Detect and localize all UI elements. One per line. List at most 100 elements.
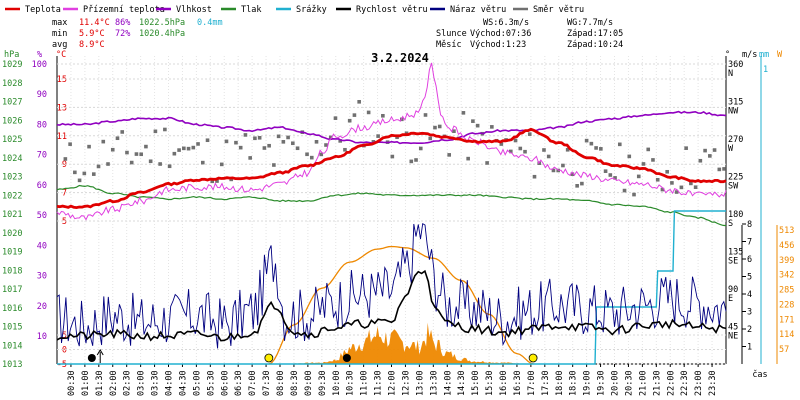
wind-direction-point (167, 164, 172, 169)
x-tick-label: 02:30 (123, 370, 133, 396)
x-tick-label: 19:30 (597, 370, 607, 396)
wind-direction-point (461, 111, 466, 115)
wind-direction-point (490, 125, 494, 129)
wind-direction-point (63, 157, 68, 161)
legend: Teplota Přízemní teplota Vlhkost Tlak Srážky… (5, 5, 584, 15)
x-axis-label: čas (752, 369, 767, 380)
direction-cardinal: SE (728, 257, 738, 267)
wind-gust-text: WG:7.7m/s (567, 18, 613, 28)
wind-direction-point (542, 148, 546, 152)
wind-direction-point (722, 167, 726, 171)
x-tick-label: 16:30 (513, 370, 523, 396)
wind-direction-point (347, 118, 352, 123)
x-tick-label: 20:30 (624, 370, 634, 396)
wind-direction-point (91, 172, 96, 176)
pressure-tick: 1013 (2, 360, 22, 370)
legend-label: Teplota (25, 5, 61, 15)
direction-tick: 90 (728, 285, 738, 295)
solar-tick: 171 (779, 315, 794, 325)
x-tick-label: 03:30 (151, 370, 161, 396)
stat-min-temp: 5.9°C (79, 29, 105, 39)
wind-direction-point (219, 162, 224, 167)
wind-direction-point (684, 146, 688, 150)
wind-direction-point (82, 171, 87, 176)
pressure-tick: 1017 (2, 285, 22, 295)
wind-direction-point (77, 178, 82, 183)
wind-direction-point (655, 177, 660, 182)
wind-direction-point (565, 147, 570, 152)
legend-label: Náraz větru (450, 5, 506, 15)
stat-max-temp: 11.4°C (79, 18, 110, 28)
x-tick-label: 02:00 (109, 370, 119, 396)
x-tick-label: 05:00 (192, 370, 202, 396)
wind-direction-point (717, 167, 722, 172)
moon-marker (342, 354, 351, 362)
wind-direction-point (452, 129, 456, 134)
wind-direction-point (390, 154, 395, 159)
wind-direction-point (646, 147, 651, 152)
x-tick-label: 09:30 (318, 370, 328, 396)
pressure-tick: 1023 (2, 173, 22, 183)
stat-max-label: max (52, 18, 67, 28)
sun-marker (264, 353, 274, 363)
wind-direction-point (471, 119, 475, 123)
wind-direction-point (163, 127, 167, 132)
legend-label: Směr větru (533, 5, 584, 15)
x-tick-label: 14:00 (443, 370, 453, 396)
wind-tick: 7 (747, 238, 752, 248)
wind-direction-point (309, 155, 314, 160)
wind-direction-point (148, 159, 153, 164)
wind-direction-point (608, 173, 613, 177)
wind-direction-point (224, 139, 229, 144)
sun-marker (528, 353, 538, 363)
x-tick-label: 20:00 (611, 370, 621, 396)
x-tick-label: 21:30 (652, 370, 662, 396)
x-tick-label: 12:30 (401, 370, 411, 396)
series-ground-temperature (56, 62, 727, 221)
wind-direction-point (238, 145, 243, 150)
stat-min-hum: 72% (115, 29, 130, 39)
wind-direction-point (632, 192, 636, 197)
wind-direction-point (670, 181, 674, 185)
x-tick-label: 15:30 (485, 370, 495, 396)
wind-direction-point (234, 140, 238, 145)
rain-unit: mm (759, 50, 769, 60)
wind-direction-point (447, 153, 452, 157)
wind-direction-point (570, 172, 575, 176)
wind-direction-point (395, 135, 399, 140)
temperature-low-tick: -5 (57, 360, 67, 370)
x-tick-label: 09:00 (304, 370, 314, 396)
wind-direction-point (106, 162, 110, 166)
wind-direction-point (674, 190, 679, 194)
direction-tick: 135 (728, 248, 743, 258)
humidity-tick: 60 (37, 181, 47, 191)
stat-min-label: min (52, 29, 67, 39)
pressure-tick: 1018 (2, 266, 22, 276)
wind-tick: 3 (747, 308, 752, 318)
wind-direction-point (693, 185, 698, 190)
x-tick-label: 06:00 (220, 370, 230, 396)
series-wind-gust (56, 222, 727, 349)
wind-direction-point (68, 142, 72, 146)
direction-cardinal: N (728, 69, 733, 79)
x-tick-label: 17:30 (541, 370, 551, 396)
plot-area (56, 62, 727, 365)
solar-tick: 399 (779, 256, 794, 266)
pressure-tick: 1022 (2, 191, 22, 201)
wind-direction-point (418, 146, 423, 151)
wind-direction-point (641, 162, 646, 166)
wind-direction-point (96, 164, 101, 169)
sun-label: Slunce (436, 29, 467, 39)
temperature-low-tick: 0 (62, 346, 67, 356)
series-temperature (56, 127, 727, 210)
x-tick-label: 04:30 (178, 370, 188, 396)
wind-direction-point (603, 169, 608, 173)
sunset-text: Západ:17:05 (567, 29, 623, 39)
direction-tick: 270 (728, 135, 743, 145)
pressure-tick: 1014 (2, 341, 22, 351)
x-tick-label: 07:30 (262, 370, 272, 396)
wind-direction-point (475, 123, 480, 128)
stat-min-press: 1020.4hPa (139, 29, 185, 39)
solar-tick: 342 (779, 271, 794, 281)
